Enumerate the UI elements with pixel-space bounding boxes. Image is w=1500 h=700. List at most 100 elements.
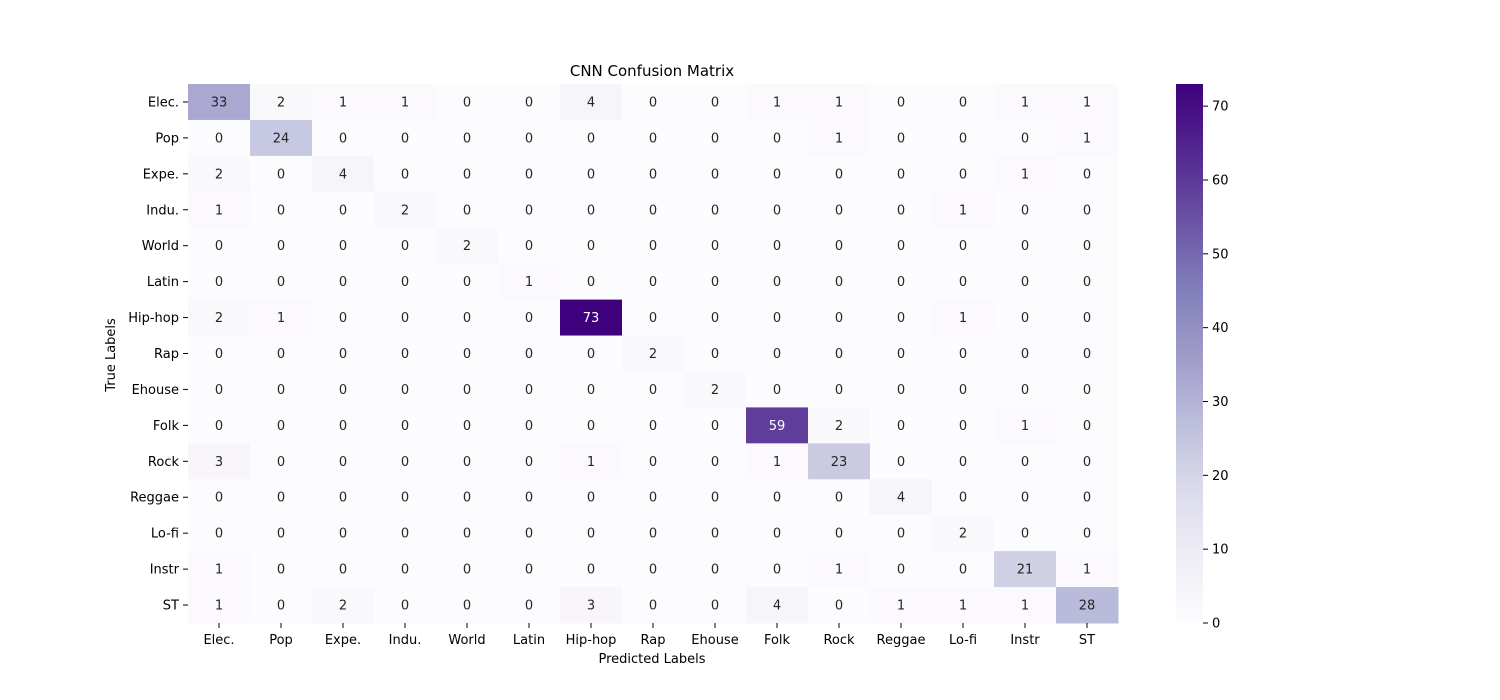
cell-value-label: 0 — [835, 527, 843, 542]
heatmap-cell — [188, 587, 251, 624]
heatmap-cell — [312, 155, 375, 193]
cell-value-label: 0 — [525, 419, 533, 434]
cell-value-label: 0 — [587, 491, 595, 506]
heatmap-cell — [932, 479, 995, 516]
heatmap-cell — [932, 443, 995, 480]
heatmap-cell — [684, 299, 747, 337]
heatmap-cell — [312, 227, 375, 265]
cell-value-label: 0 — [711, 455, 719, 470]
heatmap-cell — [622, 479, 685, 516]
cell-value-label: 4 — [339, 167, 347, 182]
cell-value-label: 0 — [339, 347, 347, 362]
cell-value-label: 0 — [277, 419, 285, 434]
cell-value-label: 0 — [1083, 491, 1091, 506]
cell-value-label: 0 — [897, 131, 905, 146]
heatmap-cell — [436, 227, 499, 265]
cell-value-label: 2 — [401, 203, 409, 218]
heatmap-cell — [250, 407, 313, 444]
cell-value-label: 0 — [277, 203, 285, 218]
cell-value-label: 0 — [1021, 311, 1029, 326]
cell-value-label: 0 — [897, 383, 905, 398]
cell-value-label: 1 — [277, 311, 285, 326]
y-tick-label: Hip-hop — [128, 311, 179, 326]
heatmap-cell — [188, 119, 251, 157]
cell-value-label: 0 — [277, 527, 285, 542]
heatmap-cell — [188, 84, 251, 121]
heatmap-cell — [808, 119, 871, 157]
x-tick-label: Instr — [1010, 633, 1040, 648]
cell-value-label: 2 — [277, 95, 285, 110]
heatmap-cell — [498, 587, 561, 624]
cell-value-label: 0 — [773, 131, 781, 146]
cell-value-label: 0 — [463, 491, 471, 506]
cell-value-label: 0 — [277, 455, 285, 470]
cell-value-label: 0 — [401, 527, 409, 542]
heatmap-cell — [1056, 587, 1119, 624]
heatmap-cell — [560, 371, 623, 408]
cell-value-label: 0 — [339, 131, 347, 146]
cell-value-label: 0 — [773, 239, 781, 254]
cell-value-label: 0 — [1021, 347, 1029, 362]
heatmap-cell — [994, 587, 1057, 624]
heatmap-cell — [188, 515, 251, 552]
heatmap-cell — [1056, 84, 1119, 121]
x-axis-label: Predicted Labels — [598, 652, 705, 667]
cell-value-label: 0 — [401, 491, 409, 506]
heatmap-cell — [374, 191, 437, 229]
cell-value-label: 0 — [1083, 203, 1091, 218]
cell-value-label: 1 — [401, 95, 409, 110]
heatmap-cell — [498, 119, 561, 157]
heatmap-cell — [746, 191, 809, 229]
cell-value-label: 0 — [1021, 491, 1029, 506]
cell-value-label: 0 — [277, 347, 285, 362]
cell-value-label: 0 — [773, 311, 781, 326]
cell-value-label: 0 — [525, 311, 533, 326]
heatmap-cell — [684, 587, 747, 624]
heatmap-cell — [560, 84, 623, 121]
heatmap-cell — [746, 443, 809, 480]
heatmap-cell — [684, 263, 747, 301]
heatmap-cell — [498, 335, 561, 372]
cell-value-label: 0 — [897, 455, 905, 470]
heatmap-cell — [870, 515, 933, 552]
cell-value-label: 0 — [1083, 311, 1091, 326]
heatmap-cell — [870, 371, 933, 408]
heatmap-cell — [188, 443, 251, 480]
heatmap-cell — [1056, 371, 1119, 408]
heatmap-cell — [1056, 227, 1119, 265]
x-tick-label: World — [448, 633, 485, 648]
heatmap-cell — [932, 155, 995, 193]
heatmap-cell — [870, 479, 933, 516]
heatmap-cell — [312, 119, 375, 157]
heatmap-cell — [374, 263, 437, 301]
heatmap-cell — [746, 371, 809, 408]
cell-value-label: 0 — [587, 275, 595, 290]
colorbar-tick-label: 10 — [1212, 543, 1229, 558]
cell-value-label: 2 — [649, 347, 657, 362]
heatmap-cell — [188, 299, 251, 337]
cell-value-label: 0 — [1083, 239, 1091, 254]
cell-value-label: 0 — [215, 275, 223, 290]
heatmap-cell — [684, 371, 747, 408]
heatmap-cell — [622, 299, 685, 337]
cell-value-label: 0 — [649, 419, 657, 434]
heatmap-cell — [684, 191, 747, 229]
heatmap-cell — [994, 155, 1057, 193]
heatmap-cell — [312, 371, 375, 408]
cell-value-label: 0 — [525, 563, 533, 578]
cell-value-label: 0 — [401, 455, 409, 470]
heatmap-cell — [250, 191, 313, 229]
cell-value-label: 1 — [525, 275, 533, 290]
cell-value-label: 0 — [711, 239, 719, 254]
cell-value-label: 2 — [959, 527, 967, 542]
y-axis-label: True Labels — [104, 318, 119, 393]
cell-value-label: 0 — [277, 383, 285, 398]
cell-value-label: 0 — [587, 563, 595, 578]
cell-value-label: 0 — [959, 419, 967, 434]
heatmap-cell — [808, 443, 871, 480]
heatmap-cell — [188, 263, 251, 301]
heatmap-cell — [1056, 515, 1119, 552]
heatmap-cell — [436, 299, 499, 337]
cell-value-label: 0 — [525, 383, 533, 398]
heatmap-cell — [746, 515, 809, 552]
